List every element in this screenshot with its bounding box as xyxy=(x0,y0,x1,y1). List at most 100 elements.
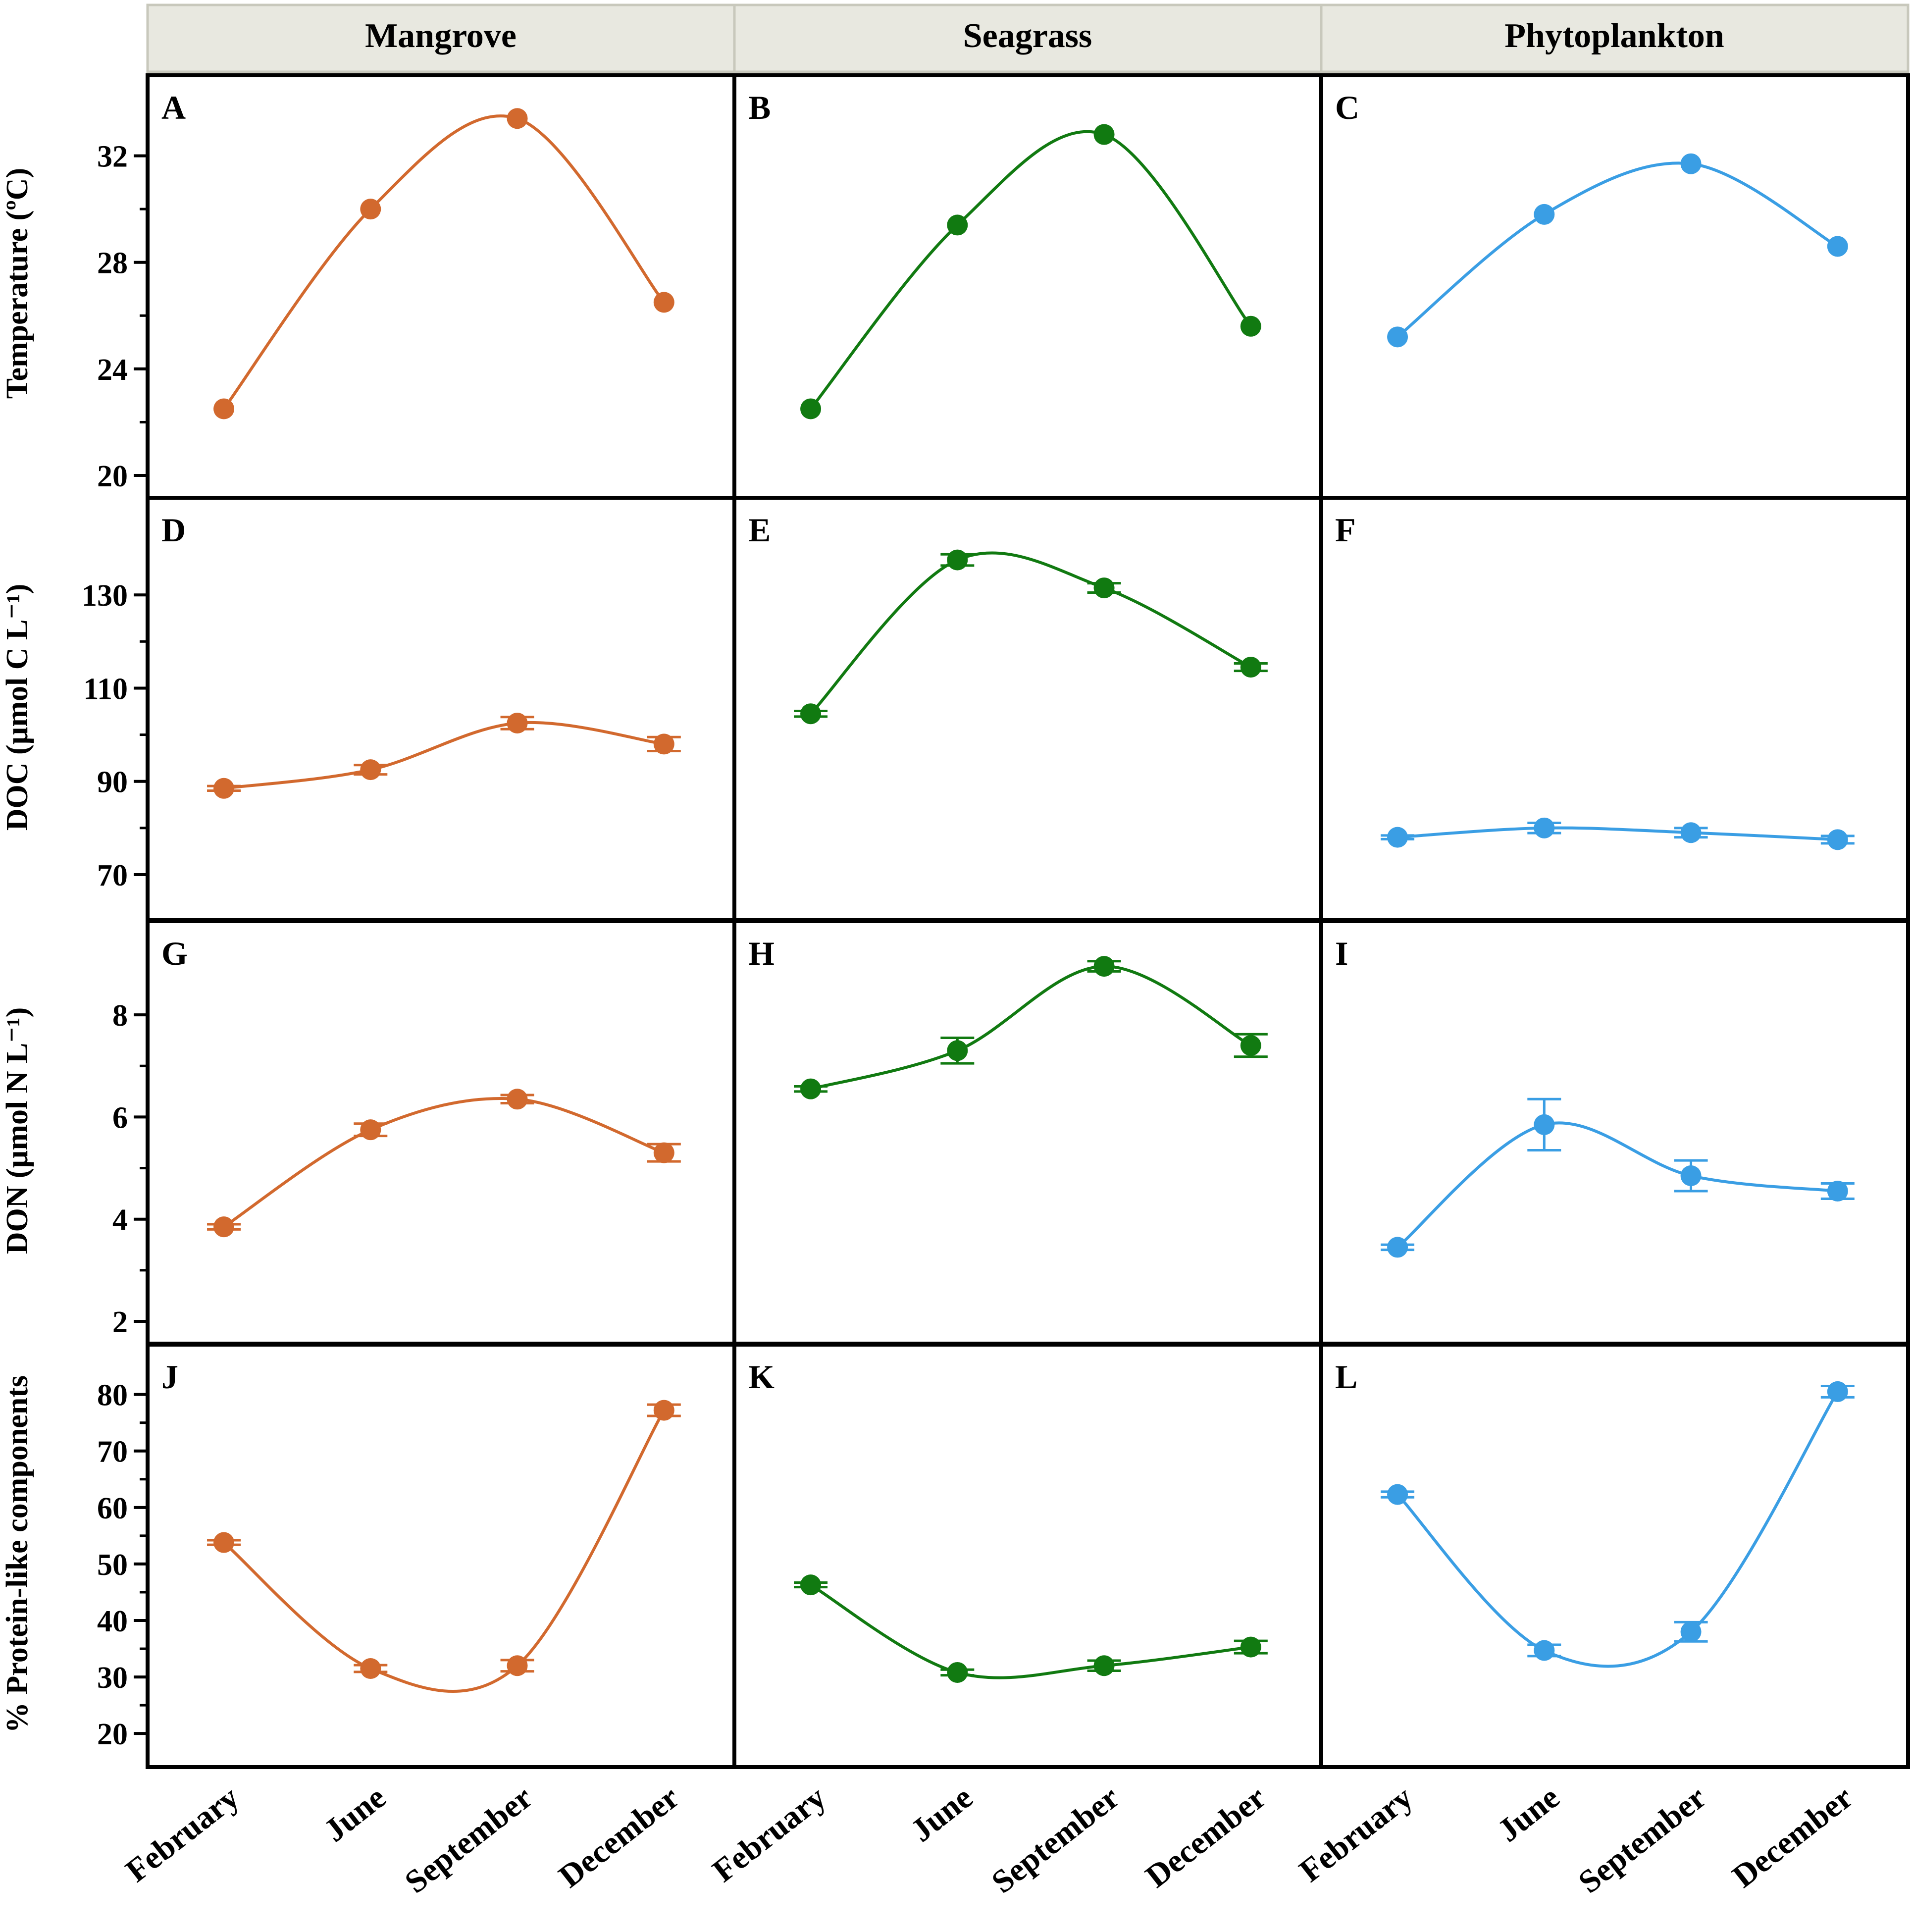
panel-G: G 2 4 6 8 xyxy=(112,919,736,1346)
series-line xyxy=(1397,826,1838,841)
panel-frame xyxy=(1319,496,1910,922)
panel-E: E xyxy=(732,496,1323,922)
data-point xyxy=(360,1658,381,1679)
panel-frame xyxy=(732,919,1323,1346)
panel-C: C xyxy=(1319,73,1910,500)
column-header-label: Seagrass xyxy=(963,17,1092,55)
column-header-label: Mangrove xyxy=(365,17,517,55)
y-tick-label: 20 xyxy=(97,1718,128,1751)
y-tick-label: 6 xyxy=(112,1101,128,1135)
column-header-seagrass: Seagrass xyxy=(733,3,1323,73)
panel-frame xyxy=(1319,73,1910,500)
panel-F: F xyxy=(1319,496,1910,922)
y-tick-label: 60 xyxy=(97,1492,128,1525)
panel-frame xyxy=(1319,919,1910,1346)
y-tick-label: 8 xyxy=(112,999,128,1033)
data-point xyxy=(947,1040,968,1061)
data-point xyxy=(507,713,528,734)
row-label-don: DON (µmol N L⁻¹) xyxy=(0,1007,34,1254)
panel-frame xyxy=(732,496,1323,922)
panel-frame xyxy=(146,919,736,1346)
data-point xyxy=(1093,577,1115,599)
y-tick-label: 90 xyxy=(97,766,128,799)
data-point xyxy=(1827,236,1848,257)
data-point xyxy=(1680,1621,1702,1642)
y-tick-label: 4 xyxy=(112,1203,128,1237)
y-tick-label: 30 xyxy=(97,1661,128,1695)
row-label-temperature: Temperature (ºC) xyxy=(0,168,34,399)
data-point xyxy=(653,292,674,313)
data-point xyxy=(360,199,381,220)
panel-frame xyxy=(146,496,736,922)
y-tick-label: 40 xyxy=(97,1605,128,1638)
data-point xyxy=(1240,1636,1261,1658)
panel-letter: C xyxy=(1335,89,1359,126)
data-point xyxy=(653,1142,674,1163)
data-point xyxy=(1680,1165,1702,1187)
data-point xyxy=(1680,822,1702,843)
y-tick-label: 28 xyxy=(97,247,128,280)
y-tick-label: 130 xyxy=(82,579,128,613)
data-point xyxy=(507,1655,528,1676)
row-label-doc: DOC (µmol C L⁻¹) xyxy=(0,584,34,831)
data-point xyxy=(1534,1114,1555,1135)
y-tick-label: 24 xyxy=(97,353,128,387)
y-tick-label: 110 xyxy=(83,672,128,706)
data-point xyxy=(653,1400,674,1421)
panel-letter: H xyxy=(748,935,775,972)
data-point xyxy=(1387,1237,1408,1258)
panel-letter: E xyxy=(748,511,771,549)
y-tick-label: 70 xyxy=(97,1435,128,1469)
data-point xyxy=(1534,817,1555,838)
panel-letter: D xyxy=(161,511,186,549)
panel-letter: A xyxy=(161,89,186,126)
series-line xyxy=(1396,1121,1838,1249)
series-line xyxy=(810,1583,1251,1679)
data-point xyxy=(1534,1640,1555,1661)
series-line xyxy=(809,551,1252,715)
data-point xyxy=(1827,829,1848,850)
panel-K: K xyxy=(732,1343,1323,1769)
series-line xyxy=(223,721,665,790)
panel-letter: J xyxy=(161,1358,178,1396)
panel-letter: L xyxy=(1335,1358,1357,1396)
series-line xyxy=(810,965,1252,1091)
data-point xyxy=(1240,1035,1261,1056)
data-point xyxy=(1387,1484,1408,1505)
y-tick-label: 70 xyxy=(97,859,128,892)
data-point xyxy=(800,398,822,419)
panel-letter: I xyxy=(1335,935,1348,972)
series-line xyxy=(1396,161,1839,338)
data-point xyxy=(1093,124,1115,145)
column-header-phytoplankton: Phytoplankton xyxy=(1320,3,1910,73)
y-tick-label: 50 xyxy=(97,1548,128,1582)
series-line xyxy=(222,114,666,410)
data-point xyxy=(800,703,822,725)
data-point xyxy=(800,1078,822,1099)
y-tick-label: 80 xyxy=(97,1379,128,1412)
series-line xyxy=(223,1097,665,1228)
data-point xyxy=(507,1089,528,1110)
panel-letter: F xyxy=(1335,511,1356,549)
data-point xyxy=(1827,1381,1848,1402)
series-line xyxy=(223,1410,666,1693)
data-point xyxy=(1680,153,1702,174)
data-point xyxy=(1240,315,1261,337)
data-point xyxy=(213,1532,235,1553)
data-point xyxy=(1093,956,1115,977)
panel-L: L xyxy=(1319,1343,1910,1769)
panel-frame xyxy=(1319,1343,1910,1769)
data-point xyxy=(1240,657,1261,678)
panel-J: J 20 30 40 50 60 70 80 xyxy=(97,1343,736,1769)
data-point xyxy=(1093,1655,1115,1676)
data-point xyxy=(213,778,235,799)
y-tick-label: 20 xyxy=(97,460,128,493)
data-point xyxy=(213,398,235,419)
y-tick-label: 32 xyxy=(97,140,128,174)
data-point xyxy=(947,1662,968,1683)
data-point xyxy=(1534,204,1555,225)
data-point xyxy=(360,1119,381,1141)
data-point xyxy=(213,1216,235,1238)
